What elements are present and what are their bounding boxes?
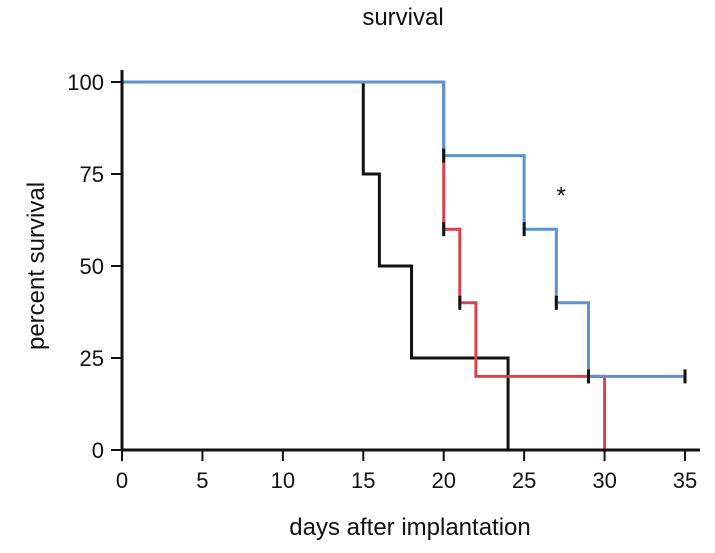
y-tick-label: 50 — [80, 254, 104, 279]
y-tick-label: 100 — [67, 70, 104, 95]
annotation-layer: * — [556, 182, 565, 209]
x-tick-label: 30 — [592, 468, 616, 493]
y-tick-label: 0 — [92, 438, 104, 463]
series-layer — [120, 80, 687, 452]
series-line-blue-group — [120, 80, 687, 378]
x-tick-label: 0 — [116, 468, 128, 493]
x-tick-label: 35 — [673, 468, 697, 493]
x-tick-label: 25 — [512, 468, 536, 493]
significance-annotation: * — [556, 182, 565, 209]
x-axis-ticks: 0 5 10 15 20 25 30 35 — [116, 450, 697, 493]
y-tick-label: 25 — [80, 346, 104, 371]
x-tick-label: 15 — [351, 468, 375, 493]
series-line-black-group — [120, 80, 510, 452]
y-axis-title: percent survival — [23, 182, 50, 350]
x-tick-label: 10 — [271, 468, 295, 493]
y-axis-ticks: 0 25 50 75 100 — [67, 70, 122, 463]
x-tick-label: 20 — [431, 468, 455, 493]
chart-title: survival — [362, 4, 443, 31]
x-tick-label: 5 — [196, 468, 208, 493]
y-tick-label: 75 — [80, 162, 104, 187]
x-axis-title: days after implantation — [289, 514, 530, 541]
